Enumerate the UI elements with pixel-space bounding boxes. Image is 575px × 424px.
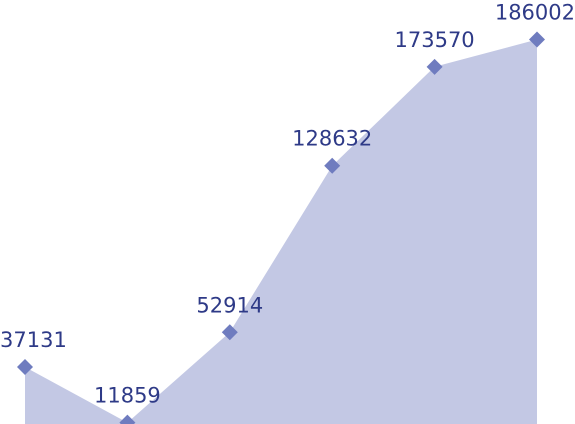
- data-point-marker-6: [529, 31, 545, 48]
- area-series-fill: [25, 39, 537, 424]
- data-label-2: 11859: [94, 384, 161, 408]
- data-point-marker-4: [324, 157, 341, 174]
- data-label-3: 52914: [196, 293, 263, 317]
- data-label-4: 128632: [292, 127, 372, 151]
- data-label-5: 173570: [395, 28, 475, 52]
- data-label-1: 37131: [0, 328, 67, 352]
- data-point-marker-2: [119, 414, 136, 424]
- data-point-marker-1: [17, 359, 33, 376]
- data-label-group: 37131 11859 52914 128632 173570 186002: [0, 0, 575, 407]
- data-point-marker-5: [426, 58, 443, 75]
- data-label-6: 186002: [495, 0, 575, 24]
- marker-group: [17, 31, 545, 424]
- data-point-marker-3: [221, 324, 238, 341]
